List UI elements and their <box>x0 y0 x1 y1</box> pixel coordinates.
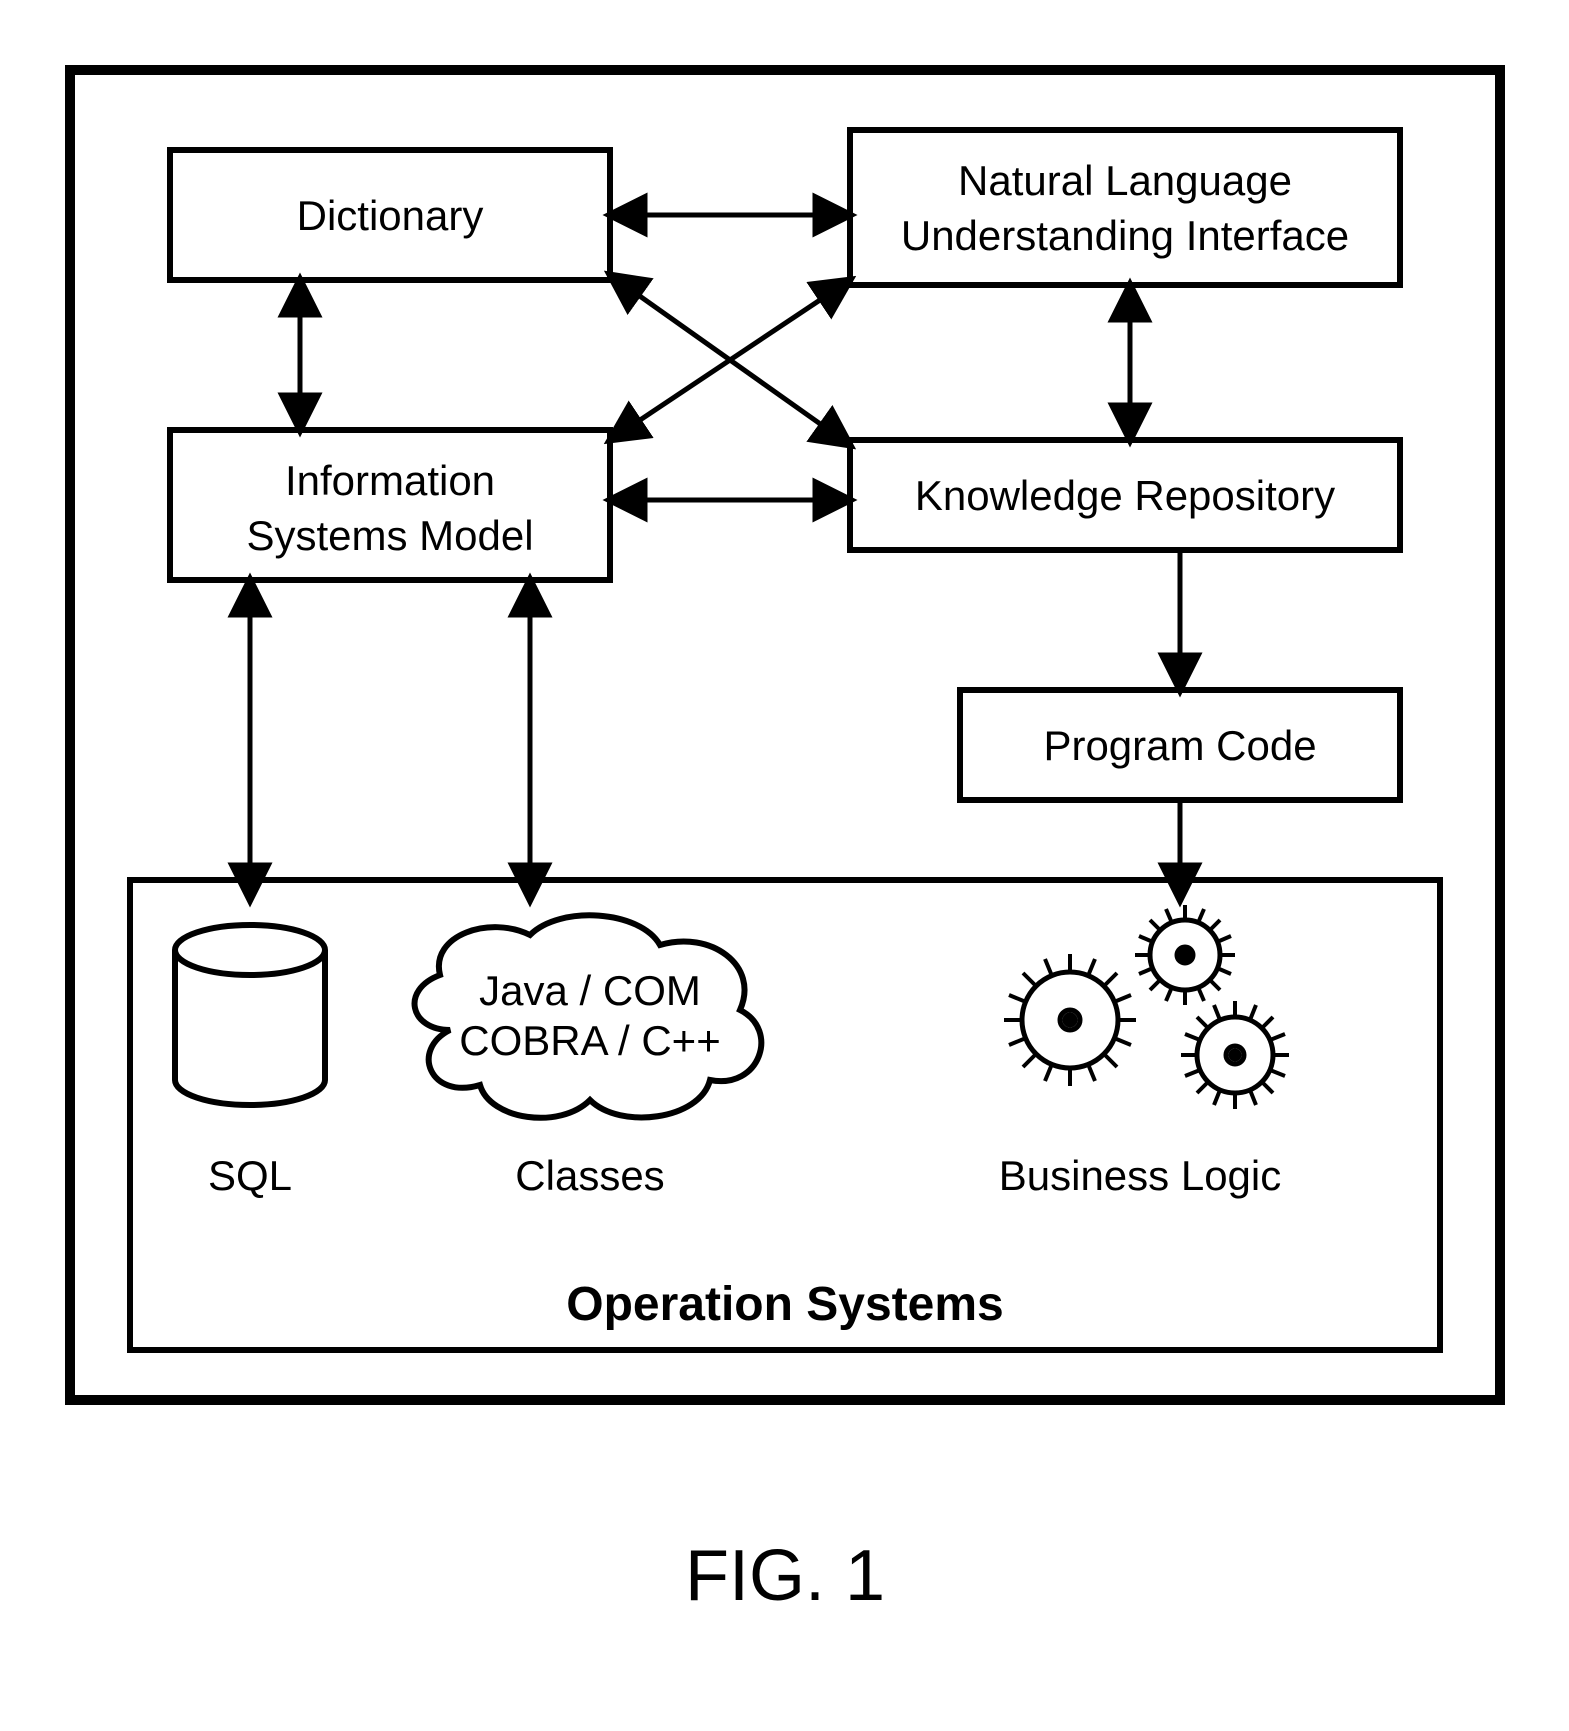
edge-nlu-ism <box>610 280 850 440</box>
label-nlu-1: Natural Language <box>958 157 1292 204</box>
classes-cloud-icon: Java / COM COBRA / C++ Classes <box>415 915 762 1199</box>
label-program-code: Program Code <box>1043 722 1316 769</box>
cloud-line1: Java / COM <box>479 967 701 1014</box>
diagram-svg: Dictionary Natural Language Understandin… <box>0 0 1569 1731</box>
label-classes: Classes <box>515 1152 664 1199</box>
node-dictionary: Dictionary <box>170 150 610 280</box>
label-ism-1: Information <box>285 457 495 504</box>
figure-page: Dictionary Natural Language Understandin… <box>0 0 1569 1731</box>
node-kr: Knowledge Repository <box>850 440 1400 550</box>
label-sql: SQL <box>208 1152 292 1199</box>
label-kr: Knowledge Repository <box>915 472 1335 519</box>
figure-label: FIG. 1 <box>685 1536 885 1616</box>
label-dictionary: Dictionary <box>297 192 484 239</box>
label-nlu-2: Understanding Interface <box>901 212 1349 259</box>
label-operation-systems: Operation Systems <box>566 1278 1003 1331</box>
gears-icon: Business Logic <box>999 905 1289 1199</box>
label-business-logic: Business Logic <box>999 1152 1282 1199</box>
node-ism: Information Systems Model <box>170 430 610 580</box>
label-ism-2: Systems Model <box>246 512 533 559</box>
node-program-code: Program Code <box>960 690 1400 800</box>
node-nlu: Natural Language Understanding Interface <box>850 130 1400 285</box>
sql-icon: SQL <box>175 925 325 1199</box>
cloud-line2: COBRA / C++ <box>459 1017 720 1064</box>
